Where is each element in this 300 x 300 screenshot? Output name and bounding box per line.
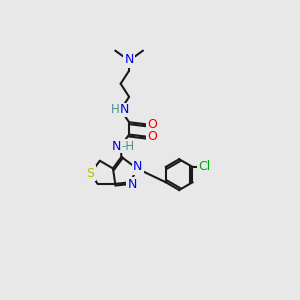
Text: H: H [111,103,120,116]
Text: O: O [147,118,157,131]
Text: S: S [87,167,94,180]
Text: N: N [112,140,122,153]
Text: Cl: Cl [198,160,210,173]
Text: O: O [147,130,157,143]
Text: N: N [120,103,129,116]
Text: N: N [133,160,142,173]
Text: -H: -H [122,140,134,153]
Text: N: N [124,53,134,66]
Text: N: N [128,178,137,191]
